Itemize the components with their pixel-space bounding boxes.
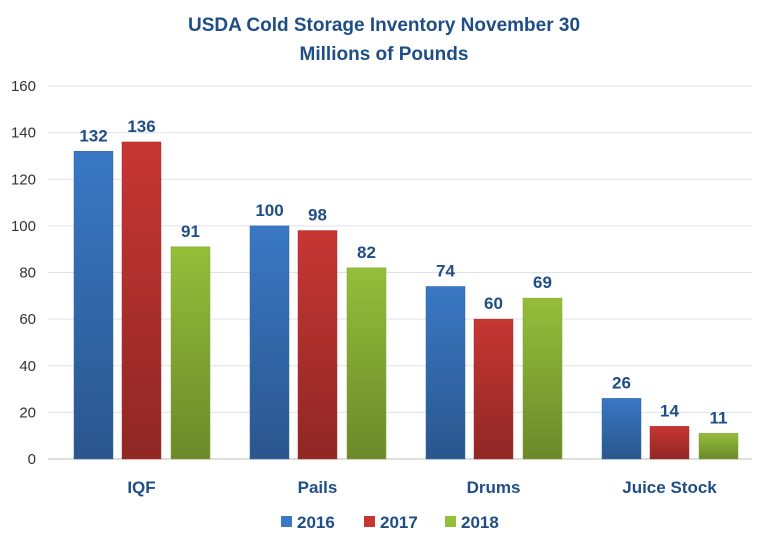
bar-juice-stock-2016 [601, 398, 642, 460]
data-label: 14 [660, 401, 679, 420]
legend-swatch-2017 [364, 516, 375, 527]
chart-title: USDA Cold Storage Inventory November 30 [188, 15, 580, 36]
y-tick-label: 160 [11, 78, 36, 95]
data-label: 98 [308, 206, 327, 225]
data-label: 136 [127, 117, 155, 136]
data-label: 74 [436, 261, 455, 280]
y-tick-label: 100 [11, 218, 36, 235]
legend-swatch-2018 [445, 516, 456, 527]
data-label: 132 [79, 126, 107, 145]
x-category-label: IQF [127, 478, 155, 497]
data-label: 26 [612, 373, 631, 392]
data-label: 69 [533, 273, 552, 292]
y-tick-label: 120 [11, 171, 36, 188]
y-tick-label: 80 [19, 265, 36, 282]
legend-label-2018: 2018 [461, 513, 499, 532]
y-tick-label: 40 [19, 358, 36, 375]
bar-pails-2016 [249, 225, 290, 460]
chart-subtitle: Millions of Pounds [300, 44, 469, 65]
legend-swatch-2016 [281, 516, 292, 527]
bar-iqf-2018 [170, 246, 211, 460]
data-label: 100 [255, 201, 283, 220]
bar-iqf-2016 [73, 151, 114, 460]
bar-drums-2018 [522, 297, 563, 460]
bar-iqf-2017 [121, 141, 162, 460]
bar-juice-stock-2018 [698, 433, 739, 460]
x-category-label: Pails [298, 478, 338, 497]
data-label: 60 [484, 294, 503, 313]
x-category-label: Juice Stock [622, 478, 717, 497]
data-label: 11 [710, 408, 728, 427]
bar-drums-2017 [473, 318, 514, 460]
bar-pails-2018 [346, 267, 387, 460]
x-category-label: Drums [467, 478, 521, 497]
data-label: 82 [357, 243, 376, 262]
legend-label-2016: 2016 [297, 513, 335, 532]
y-tick-label: 20 [19, 404, 36, 421]
bar-juice-stock-2017 [649, 426, 690, 460]
y-tick-label: 60 [19, 311, 36, 328]
y-tick-label: 0 [28, 451, 36, 468]
y-tick-label: 140 [11, 125, 36, 142]
data-label: 91 [181, 222, 200, 241]
legend-label-2017: 2017 [380, 513, 418, 532]
bar-drums-2016 [425, 286, 466, 460]
bar-pails-2017 [297, 230, 338, 460]
